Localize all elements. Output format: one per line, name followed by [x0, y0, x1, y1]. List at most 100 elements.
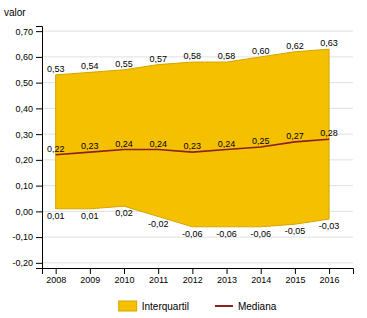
marks: [56, 49, 329, 227]
y-tick: 0,00: [15, 207, 42, 217]
legend-item: Mediana: [215, 301, 277, 312]
tick-mark: [261, 268, 262, 274]
data-label: 0,58: [184, 51, 202, 61]
data-label: -0,05: [285, 226, 306, 236]
y-tick: 0,20: [15, 155, 42, 165]
x-tick: 2013: [217, 268, 237, 285]
axis-line: [36, 27, 43, 269]
tick-label: 0,10: [15, 181, 33, 191]
tick-mark: [36, 237, 42, 238]
data-labels: 0,53 0,01 0,54 0,01 0,55 0,02 0,57 -0,02 0,58 -0,…: [47, 38, 339, 239]
tick-label: 2012: [183, 275, 203, 285]
tick-mark: [36, 57, 42, 58]
data-label: 0,25: [252, 136, 270, 146]
grid-line: [42, 31, 353, 32]
tick-label: 0,00: [15, 207, 33, 217]
data-label: 0,54: [81, 61, 99, 71]
legend-label: Interquartil: [142, 301, 189, 312]
tick-label: 2010: [115, 275, 135, 285]
tick-label: 0,30: [15, 130, 33, 140]
data-label: -0,06: [182, 229, 203, 239]
data-label: 0,23: [81, 141, 99, 151]
y-tick: 0,50: [15, 78, 42, 88]
data-label: -0,06: [216, 229, 237, 239]
tick-mark: [124, 268, 125, 274]
x-tick: 2009: [80, 268, 100, 285]
x-tick: 2016: [320, 268, 340, 285]
legend-swatch: [215, 305, 233, 307]
grid: [42, 31, 353, 263]
tick-label: 2008: [46, 275, 66, 285]
tick-mark: [36, 211, 42, 212]
tick-mark: [36, 160, 42, 161]
tick-mark: [295, 268, 296, 274]
tick-mark: [36, 83, 42, 84]
data-label: 0,27: [286, 131, 304, 141]
x-tick: 2014: [251, 268, 271, 285]
legend: Interquartil Mediana: [119, 301, 277, 312]
axis-line: [43, 269, 354, 275]
data-label: 0,02: [115, 208, 133, 218]
median-line: [56, 139, 329, 154]
tick-label: 2013: [217, 275, 237, 285]
tick-mark: [227, 268, 228, 274]
data-label: 0,01: [81, 211, 99, 221]
tick-label: -0,20: [12, 258, 33, 268]
interquartile-band: [56, 49, 329, 227]
y-axis: -0,20 -0,10 0,00 0,10 0,20 0,30 0,40 0,50 0,60 0,…: [12, 27, 42, 269]
data-label: 0,58: [218, 51, 236, 61]
data-label: 0,24: [218, 139, 236, 149]
x-tick: 2012: [183, 268, 203, 285]
tick-label: 2015: [285, 275, 305, 285]
y-tick: 0,30: [15, 130, 42, 140]
data-label: 0,24: [149, 139, 167, 149]
data-label: 0,53: [47, 64, 65, 74]
x-tick: 2008: [46, 268, 66, 285]
data-label: 0,63: [320, 38, 338, 48]
data-label: 0,01: [47, 211, 65, 221]
data-label: 0,22: [47, 144, 65, 154]
data-label: 0,62: [286, 41, 304, 51]
x-axis: 2008 2009 2010 2011 2012 2013 2014 2015 2016: [43, 268, 354, 285]
data-label: 0,23: [184, 141, 202, 151]
data-label: 0,55: [115, 59, 133, 69]
tick-label: 2014: [251, 275, 271, 285]
tick-label: 2009: [80, 275, 100, 285]
data-label: 0,28: [320, 128, 338, 138]
data-label: 0,60: [252, 46, 270, 56]
tick-mark: [192, 268, 193, 274]
tick-label: 2016: [320, 275, 340, 285]
tick-mark: [36, 108, 42, 109]
x-tick: 2011: [149, 268, 168, 285]
chart: 0,53 0,01 0,54 0,01 0,55 0,02 0,57 -0,02 0,58 -0,…: [0, 0, 367, 318]
tick-label: 0,60: [15, 52, 33, 62]
tick-label: -0,10: [12, 232, 33, 242]
y-tick: -0,10: [12, 232, 42, 242]
tick-label: 0,70: [15, 27, 33, 37]
legend-item: Interquartil: [119, 301, 189, 312]
y-tick: 0,60: [15, 52, 42, 62]
legend-swatch: [119, 301, 137, 311]
data-label: 0,57: [149, 54, 167, 64]
x-tick: 2010: [115, 268, 135, 285]
y-axis-label: valor: [4, 7, 26, 18]
y-tick: 0,10: [15, 181, 42, 191]
tick-mark: [36, 31, 42, 32]
data-label: -0,06: [250, 229, 271, 239]
y-tick: 0,40: [15, 104, 42, 114]
tick-label: 0,20: [15, 155, 33, 165]
tick-mark: [36, 134, 42, 135]
data-label: -0,02: [148, 219, 169, 229]
y-tick: 0,70: [15, 27, 42, 37]
y-tick: -0,20: [12, 258, 42, 268]
tick-mark: [90, 268, 91, 274]
x-tick: 2015: [285, 268, 305, 285]
data-label: -0,03: [319, 221, 340, 231]
tick-mark: [158, 268, 159, 274]
tick-mark: [329, 268, 330, 274]
tick-mark: [36, 263, 42, 264]
legend-label: Mediana: [238, 301, 277, 312]
tick-label: 2011: [149, 275, 168, 285]
tick-mark: [36, 186, 42, 187]
tick-label: 0,50: [15, 78, 33, 88]
